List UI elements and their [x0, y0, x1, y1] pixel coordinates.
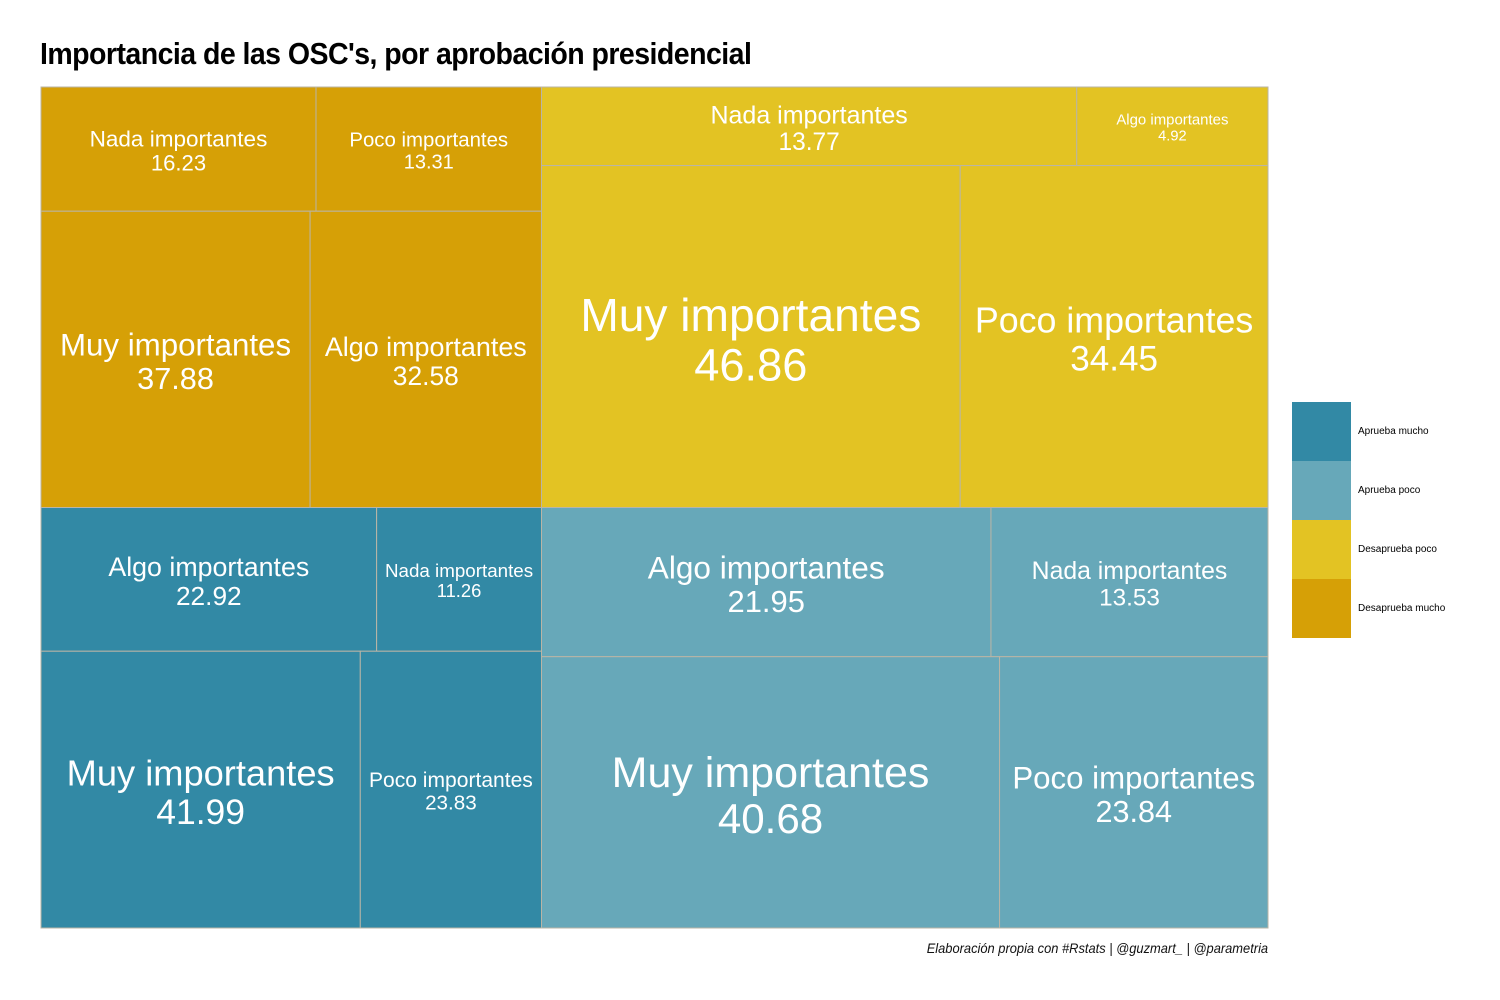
tile-category-label: Algo importantes: [1116, 112, 1228, 129]
tile-value-label: 46.86: [694, 339, 807, 390]
legend-item: Desaprueba mucho: [1292, 579, 1445, 638]
legend-swatch: [1292, 402, 1351, 461]
treemap-tile: [40, 86, 317, 212]
tile-category-label: Poco importantes: [349, 130, 508, 152]
legend-swatch: [1292, 520, 1351, 579]
legend-swatch: [1292, 579, 1351, 638]
tile-value-label: 23.84: [1096, 795, 1173, 829]
treemap-tile: [541, 507, 992, 658]
tile-value-label: 23.83: [425, 792, 477, 815]
treemap-tile: [359, 650, 543, 929]
treemap-tile: [541, 656, 1001, 929]
treemap-tile: [40, 650, 361, 929]
tile-category-label: Muy importantes: [580, 289, 921, 341]
chart-title: Importancia de las OSC's, por aprobación…: [40, 36, 752, 71]
legend-item: Desaprueba poco: [1292, 520, 1445, 579]
tile-value-label: 13.31: [404, 151, 454, 173]
tile-category-label: Muy importantes: [60, 328, 291, 363]
tile-category-label: Poco importantes: [1012, 761, 1255, 796]
tile-value-label: 11.26: [437, 580, 482, 601]
legend-label: Desaprueba mucho: [1358, 603, 1446, 614]
tile-category-label: Algo importantes: [108, 552, 309, 582]
tile-category-label: Muy importantes: [612, 749, 930, 797]
tile-category-label: Muy importantes: [67, 752, 335, 793]
tile-value-label: 16.23: [151, 151, 206, 176]
treemap-tile: [999, 656, 1269, 929]
tile-value-label: 41.99: [156, 792, 245, 832]
legend: Aprueba mucho Aprueba poco Desaprueba po…: [1292, 402, 1445, 638]
tile-value-label: 40.68: [718, 795, 823, 842]
tile-value-label: 32.58: [393, 361, 459, 391]
legend-label: Aprueba mucho: [1358, 426, 1429, 437]
tile-value-label: 34.45: [1070, 340, 1158, 379]
treemap-tile: [376, 507, 542, 652]
tile-category-label: Algo importantes: [648, 549, 885, 585]
tile-category-label: Poco importantes: [975, 300, 1253, 340]
tile-category-label: Nada importantes: [90, 126, 268, 151]
treemap-tile: [40, 507, 378, 652]
tile-value-label: 22.92: [176, 581, 242, 611]
chart-caption: Elaboración propia con #Rstats | @guzmar…: [926, 940, 1268, 956]
tile-value-label: 13.77: [778, 129, 839, 156]
tile-category-label: Nada importantes: [710, 101, 907, 129]
treemap-tile: [959, 165, 1269, 508]
legend-label: Desaprueba poco: [1358, 544, 1437, 555]
tile-value-label: 13.53: [1099, 585, 1160, 612]
treemap-tile: [40, 210, 311, 508]
treemap-tile: [990, 507, 1269, 658]
legend-item: Aprueba poco: [1292, 461, 1445, 520]
legend-item: Aprueba mucho: [1292, 402, 1445, 461]
tile-value-label: 4.92: [1158, 128, 1187, 144]
treemap-tile: [541, 165, 961, 508]
legend-swatch: [1292, 461, 1351, 520]
tile-category-label: Nada importantes: [1032, 558, 1228, 585]
tile-category-label: Poco importantes: [369, 769, 533, 792]
tile-value-label: 37.88: [137, 362, 214, 396]
tile-value-label: 21.95: [728, 584, 805, 619]
treemap-tile: [315, 86, 542, 212]
legend-label: Aprueba poco: [1358, 485, 1421, 496]
tile-category-label: Nada importantes: [385, 560, 533, 581]
tile-category-label: Algo importantes: [325, 332, 527, 362]
treemap-tile: [309, 210, 542, 508]
